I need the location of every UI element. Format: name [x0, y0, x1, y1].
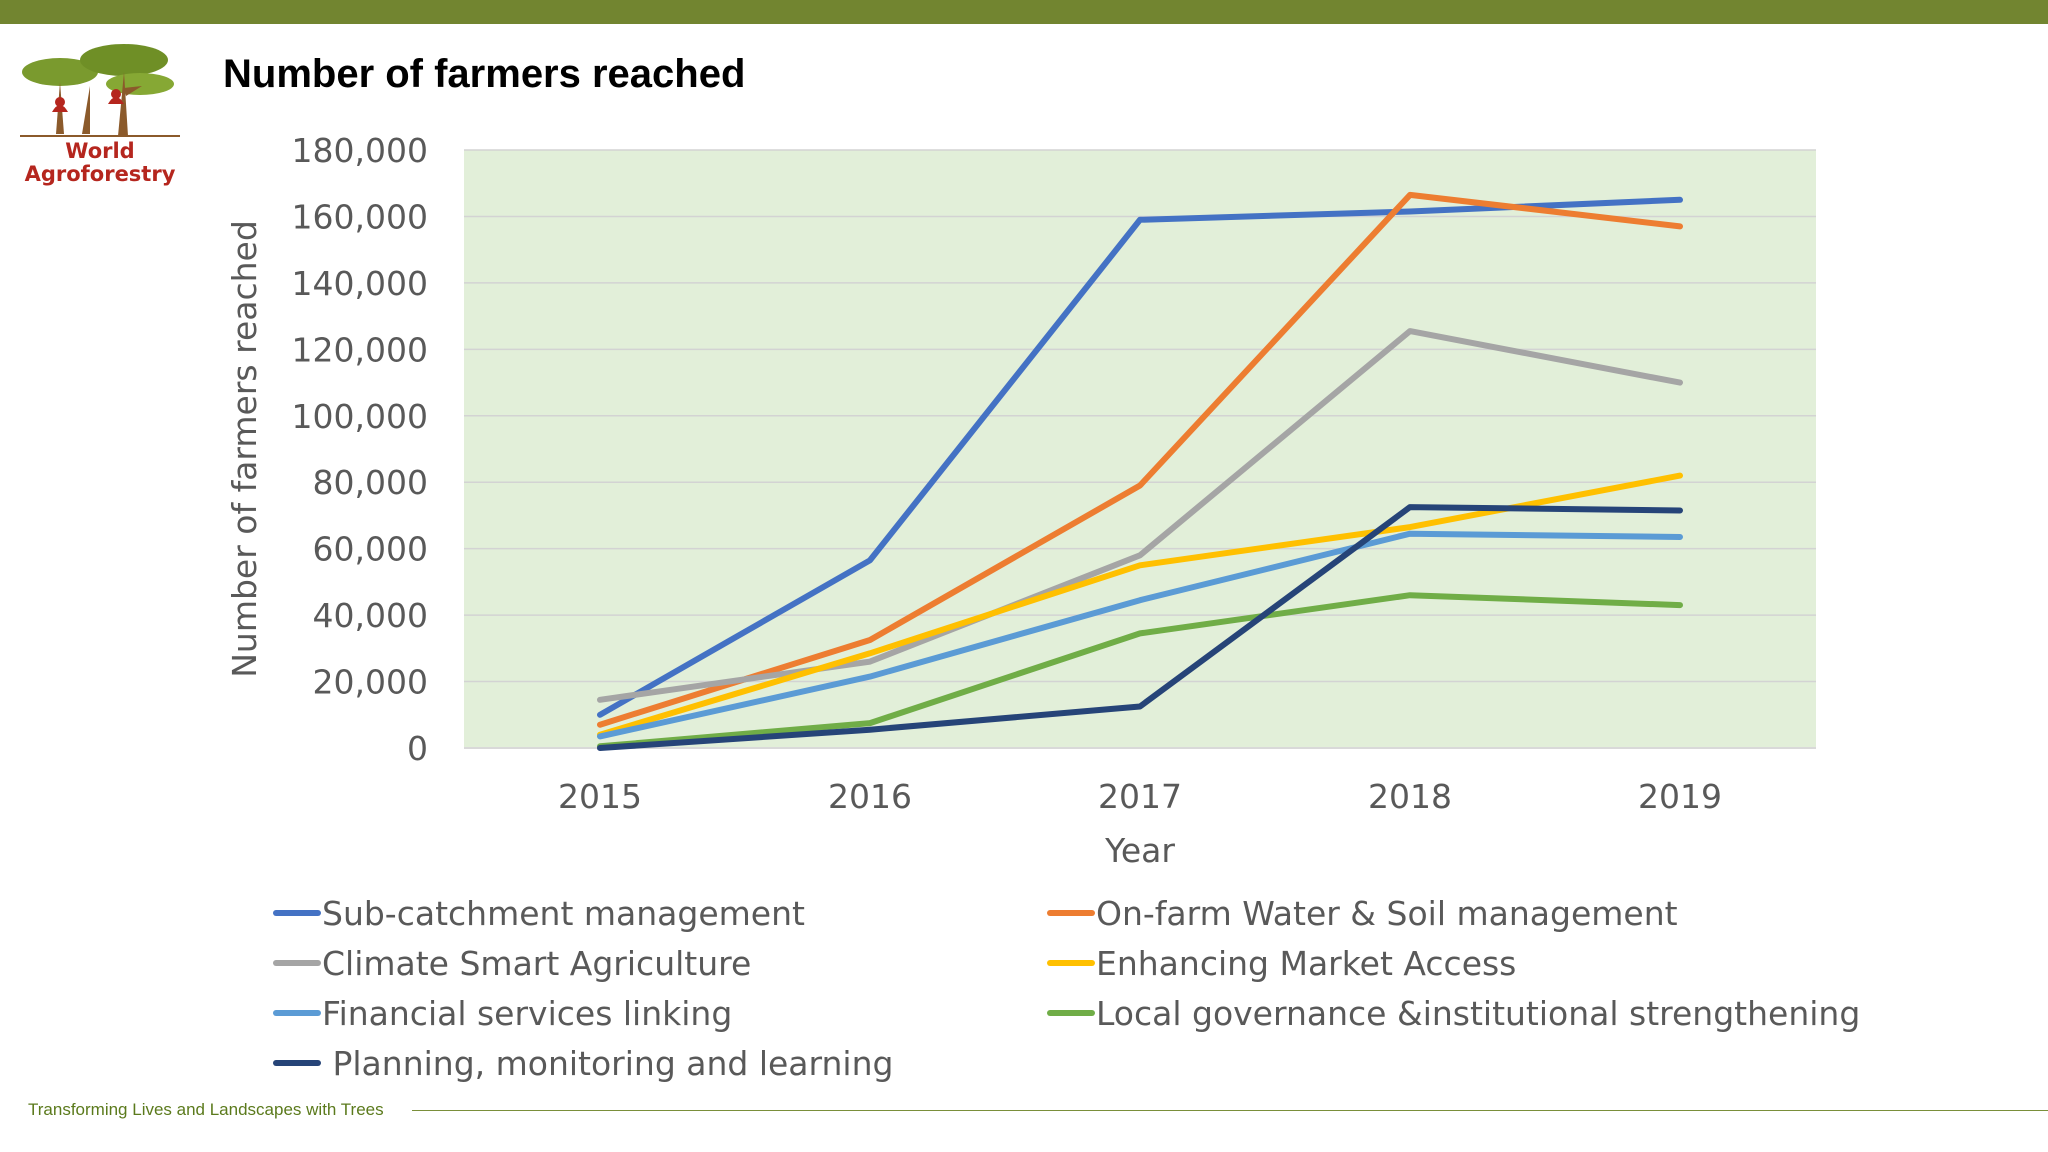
top-banner [0, 0, 2048, 24]
x-tick-label: 2017 [1098, 777, 1182, 816]
y-axis-title: Number of farmers reached [225, 220, 264, 678]
x-tick-label: 2018 [1368, 777, 1452, 816]
logo-text-agroforestry: Agroforestry [24, 162, 176, 186]
slide-title: Number of farmers reached [223, 52, 746, 96]
y-tick-label: 60,000 [313, 530, 428, 569]
series-line [597, 328, 1683, 703]
y-tick-label: 120,000 [292, 330, 428, 369]
y-tick-label: 80,000 [313, 463, 428, 502]
footer-tagline: Transforming Lives and Landscapes with T… [28, 1100, 384, 1119]
x-tick-label: 2015 [558, 777, 642, 816]
x-tick-label: 2019 [1638, 777, 1722, 816]
farmers-reached-line-chart: 0 20,000 40,000 60,000 80,000 100,000 120,000 1… [225, 131, 1860, 1083]
footer-divider [412, 1110, 2048, 1111]
legend-label: On-farm Water & Soil management [1096, 894, 1678, 933]
y-tick-label: 160,000 [292, 197, 428, 236]
series-line [597, 592, 1683, 750]
plot-area [464, 150, 1816, 748]
world-agroforestry-logo: World Agroforestry [20, 38, 180, 188]
acacia-trees-icon [20, 44, 180, 137]
logo-text-world: World [65, 139, 135, 163]
y-tick-label: 180,000 [292, 131, 428, 170]
legend-label: Local governance &institutional strength… [1096, 994, 1860, 1033]
y-tick-label: 40,000 [313, 596, 428, 635]
legend-label: Enhancing Market Access [1096, 944, 1516, 983]
y-tick-label: 140,000 [292, 264, 428, 303]
x-axis-title: Year [1104, 831, 1175, 870]
y-tick-label: 0 [407, 729, 428, 768]
series-line [597, 504, 1683, 751]
legend-label: Climate Smart Agriculture [322, 944, 751, 983]
legend-label: Planning, monitoring and learning [322, 1044, 893, 1083]
legend-label: Sub-catchment management [322, 894, 805, 933]
series-line [597, 530, 1683, 740]
y-tick-label: 100,000 [292, 397, 428, 436]
y-tick-label: 20,000 [313, 663, 428, 702]
legend-label: Financial services linking [322, 994, 732, 1033]
series-line [597, 191, 1683, 728]
x-tick-label: 2016 [828, 777, 912, 816]
